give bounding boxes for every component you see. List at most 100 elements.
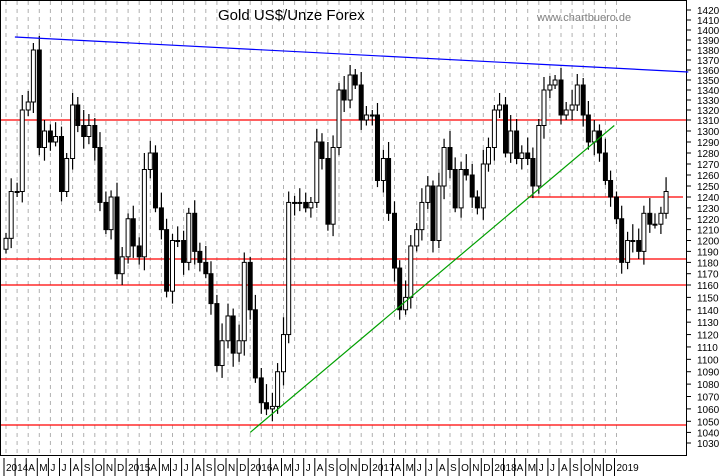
candle-body <box>3 237 9 250</box>
candle-body <box>269 405 275 410</box>
y-tick-label: 1420 <box>697 6 720 17</box>
candle-body <box>514 130 520 159</box>
candle-body <box>458 169 464 209</box>
candle-body <box>652 223 658 226</box>
candle-body <box>547 84 553 91</box>
x-tick-label: J <box>173 463 178 474</box>
candle-body <box>59 136 64 192</box>
candle-body <box>563 109 569 116</box>
candle-body <box>663 191 669 214</box>
x-tick-label: D <box>117 463 124 474</box>
candle-body <box>602 152 608 181</box>
candle-body <box>608 180 614 198</box>
candle-body <box>369 114 375 117</box>
y-tick-label: 1160 <box>697 281 719 292</box>
candle-body <box>192 212 198 252</box>
candle-body <box>219 340 225 367</box>
candle-body <box>130 218 136 247</box>
y-tick-label: 1370 <box>697 56 720 67</box>
y-tick-label: 1240 <box>697 193 720 204</box>
x-tick-label: S <box>84 463 91 474</box>
candle-body <box>408 245 414 298</box>
y-tick-label: 1290 <box>697 138 720 149</box>
candle-body <box>214 303 220 367</box>
x-tick-label: N <box>350 463 357 474</box>
y-tick-label: 1070 <box>697 393 720 404</box>
candle-body <box>491 109 497 148</box>
x-tick-label: J <box>306 463 311 474</box>
chart-title: Gold US$/Unze Forex <box>218 7 365 24</box>
x-tick-label: M <box>528 463 536 474</box>
x-tick-label: D <box>239 463 246 474</box>
candle-body <box>358 84 364 121</box>
x-tick-label: 2017 <box>372 463 395 474</box>
candle-body <box>19 109 25 192</box>
candle-body <box>70 104 76 159</box>
candle-body <box>596 130 602 154</box>
candle-body <box>380 158 386 181</box>
candle-body <box>480 163 486 209</box>
x-tick-label: D <box>361 463 368 474</box>
candle-body <box>591 130 597 143</box>
y-tick-label: 1410 <box>697 16 720 27</box>
candle-body <box>170 240 175 292</box>
y-tick-label: 1380 <box>697 46 720 57</box>
y-tick-label: 1280 <box>697 149 720 160</box>
candle-body <box>286 201 292 336</box>
candle-body <box>441 147 447 187</box>
candle-body <box>103 201 109 231</box>
candle-body <box>36 49 42 148</box>
candle-body <box>536 125 542 187</box>
x-tick-label: N <box>472 463 479 474</box>
x-tick-label: O <box>461 463 469 474</box>
x-tick-label: J <box>62 463 67 474</box>
x-tick-label: S <box>328 463 335 474</box>
x-tick-label: J <box>184 463 189 474</box>
candle-body <box>363 114 369 121</box>
x-tick-label: A <box>561 463 568 474</box>
candle-body <box>203 261 209 275</box>
candle-body <box>119 256 125 275</box>
candle-body <box>141 169 147 258</box>
x-tick-label: M <box>39 463 47 474</box>
candle-body <box>508 130 514 154</box>
candle-body <box>374 114 380 181</box>
y-tick-label: 1060 <box>697 405 720 416</box>
x-tick-label: A <box>439 463 446 474</box>
candle-body <box>308 201 314 209</box>
candle-body <box>281 334 286 373</box>
candle-body <box>463 169 469 176</box>
candle-body <box>86 125 92 137</box>
x-tick-label: A <box>395 463 402 474</box>
x-tick-label: 2014 <box>6 463 29 474</box>
y-tick-label: 1340 <box>697 86 720 97</box>
y-tick-label: 1100 <box>697 355 719 366</box>
x-tick-label: J <box>428 463 433 474</box>
candle-body <box>397 267 403 311</box>
y-tick-label: 1310 <box>697 116 720 127</box>
x-tick-label: J <box>50 463 55 474</box>
x-tick-label: J <box>550 463 555 474</box>
candle-body <box>580 84 586 116</box>
candle-body <box>197 250 203 263</box>
candle-body <box>303 201 309 209</box>
candle-body <box>186 212 192 263</box>
x-tick-label: O <box>95 463 103 474</box>
y-tick-label: 1090 <box>697 368 720 379</box>
candle-body <box>619 218 625 263</box>
candle-body <box>258 377 264 404</box>
y-tick-label: 1140 <box>697 306 719 317</box>
candle-body <box>314 141 320 203</box>
candle-body <box>319 141 325 159</box>
y-tick-label: 1270 <box>697 160 720 171</box>
y-tick-label: 1360 <box>697 66 720 77</box>
y-tick-label: 1130 <box>697 318 719 329</box>
candle-body <box>125 218 131 258</box>
candle-body <box>403 296 409 311</box>
candle-body <box>469 174 475 198</box>
candle-body <box>474 196 480 209</box>
y-tick-label: 1300 <box>697 127 720 138</box>
candle-body <box>525 152 531 159</box>
candle-body <box>8 191 14 239</box>
candle-body <box>297 201 303 204</box>
